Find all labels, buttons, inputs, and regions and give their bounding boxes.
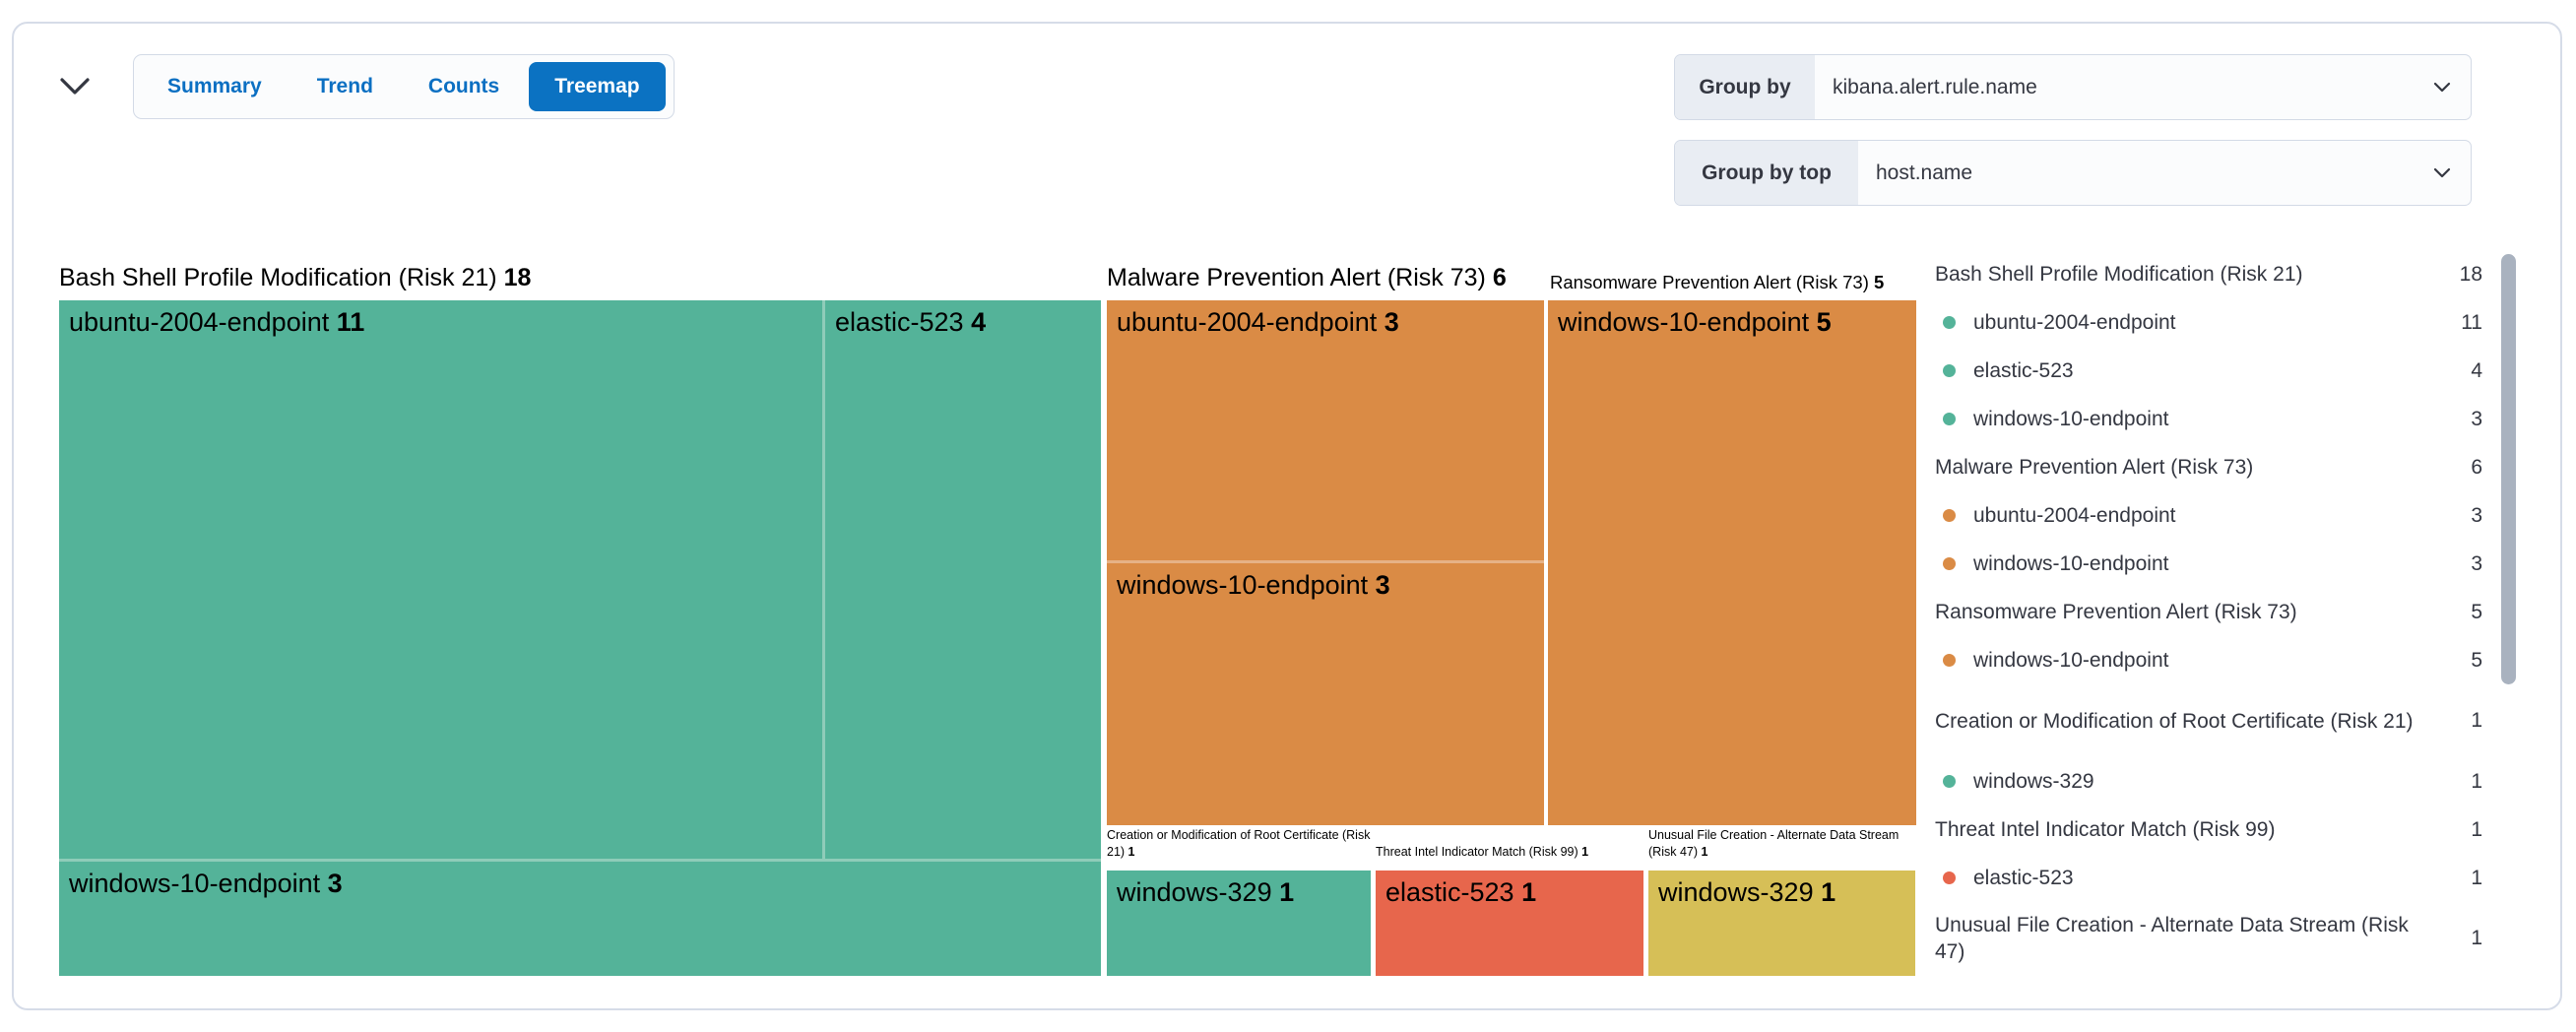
- legend-label: ubuntu-2004-endpoint: [1973, 504, 2176, 527]
- group-by-top-prepend-label: Group by top: [1675, 141, 1858, 205]
- legend-group-row[interactable]: Threat Intel Indicator Match (Risk 99) 1: [1933, 806, 2482, 854]
- treemap-group: windows-329 1: [1648, 871, 1915, 976]
- group-by-top-value: host.name: [1876, 161, 1973, 184]
- treemap-group-title: Malware Prevention Alert (Risk 73) 6: [1107, 264, 1507, 291]
- legend-item-row[interactable]: elastic-523 4: [1933, 347, 2482, 395]
- legend-value: 6: [2471, 455, 2482, 479]
- treemap-cell-label: windows-10-endpoint 3: [1117, 570, 1390, 600]
- legend-value: 18: [2459, 262, 2482, 286]
- legend-label: Creation or Modification of Root Certifi…: [1935, 709, 2414, 733]
- collapse-button[interactable]: [49, 63, 100, 110]
- legend-color-dot-icon: [1943, 316, 1956, 329]
- treemap-group: ubuntu-2004-endpoint 3 windows-10-endpoin…: [1107, 300, 1544, 825]
- legend-label: windows-10-endpoint: [1973, 408, 2169, 430]
- legend-item-row[interactable]: ubuntu-2004-endpoint 11: [1933, 298, 2482, 347]
- chevron-down-icon: [2433, 55, 2471, 119]
- treemap-group: elastic-523 1: [1376, 871, 1643, 976]
- group-by-top-select[interactable]: Group by top host.name: [1674, 140, 2472, 206]
- treemap-group: windows-329 1: [1107, 871, 1371, 976]
- group-by-prepend-label: Group by: [1675, 55, 1815, 119]
- legend-label: windows-10-endpoint: [1973, 649, 2169, 672]
- legend-group-row[interactable]: Creation or Modification of Root Certifi…: [1933, 684, 2482, 757]
- legend-label: Malware Prevention Alert (Risk 73): [1935, 456, 2254, 479]
- legend-label: windows-329: [1973, 770, 2094, 793]
- treemap-group-title: Threat Intel Indicator Match (Risk 99) 1: [1376, 845, 1589, 859]
- legend-value: 1: [2471, 866, 2482, 889]
- treemap-cell[interactable]: elastic-523 4: [825, 300, 1101, 859]
- group-by-value: kibana.alert.rule.name: [1833, 75, 2037, 98]
- legend-label: Ransomware Prevention Alert (Risk 73): [1935, 601, 2297, 623]
- legend-label: Unusual File Creation - Alternate Data S…: [1935, 914, 2409, 963]
- legend-group-row[interactable]: Ransomware Prevention Alert (Risk 73) 5: [1933, 588, 2482, 636]
- legend-label: ubuntu-2004-endpoint: [1973, 311, 2176, 334]
- legend-color-dot-icon: [1943, 871, 1956, 884]
- group-by-select[interactable]: Group by kibana.alert.rule.name: [1674, 54, 2472, 120]
- treemap-cell-label: elastic-523 4: [835, 307, 987, 337]
- view-tabs: Summary Trend Counts Treemap: [133, 54, 675, 119]
- legend-color-dot-icon: [1943, 557, 1956, 570]
- legend-value: 5: [2471, 600, 2482, 623]
- legend-color-dot-icon: [1943, 509, 1956, 522]
- treemap-group-title: Unusual File Creation - Alternate Data S…: [1648, 828, 1900, 859]
- treemap-group: windows-10-endpoint 5: [1548, 300, 1916, 825]
- legend-label: elastic-523: [1973, 359, 2074, 382]
- treemap-cell[interactable]: ubuntu-2004-endpoint 3: [1107, 300, 1544, 560]
- legend-color-dot-icon: [1943, 654, 1956, 667]
- legend-group-row[interactable]: Unusual File Creation - Alternate Data S…: [1933, 902, 2482, 975]
- treemap-cell[interactable]: windows-10-endpoint 3: [1107, 563, 1544, 825]
- legend-value: 1: [2471, 709, 2482, 732]
- tab-summary[interactable]: Summary: [142, 62, 288, 111]
- legend-item-row[interactable]: windows-329 1: [1933, 757, 2482, 806]
- legend-item-row[interactable]: windows-10-endpoint 5: [1933, 636, 2482, 684]
- legend-value: 1: [2471, 927, 2482, 949]
- treemap-cell[interactable]: windows-329 1: [1107, 871, 1371, 976]
- treemap-cell-label: windows-329 1: [1658, 877, 1836, 907]
- legend-item-row[interactable]: elastic-523 1: [1933, 854, 2482, 902]
- treemap-group-title: Bash Shell Profile Modification (Risk 21…: [59, 264, 532, 291]
- treemap-cell-label: ubuntu-2004-endpoint 3: [1117, 307, 1399, 337]
- treemap-cell-label: elastic-523 1: [1385, 877, 1537, 907]
- tab-treemap[interactable]: Treemap: [529, 62, 666, 111]
- treemap-cell[interactable]: ubuntu-2004-endpoint 11: [59, 300, 822, 859]
- legend-value: 1: [2471, 769, 2482, 793]
- treemap-cell-label: ubuntu-2004-endpoint 11: [69, 307, 365, 337]
- legend-color-dot-icon: [1943, 364, 1956, 377]
- treemap-cell-label: windows-10-endpoint 3: [69, 869, 343, 898]
- treemap-group: ubuntu-2004-endpoint 11 elastic-523 4 wind…: [59, 300, 1101, 976]
- legend-value: 3: [2471, 407, 2482, 430]
- treemap-group-title: Creation or Modification of Root Certifi…: [1107, 828, 1371, 859]
- tab-counts[interactable]: Counts: [403, 62, 525, 111]
- treemap-cell-label: windows-10-endpoint 5: [1558, 307, 1832, 337]
- legend-group-row[interactable]: Malware Prevention Alert (Risk 73) 6: [1933, 443, 2482, 491]
- legend-label: Threat Intel Indicator Match (Risk 99): [1935, 818, 2276, 841]
- legend-value: 1: [2471, 817, 2482, 841]
- legend-group-row[interactable]: Bash Shell Profile Modification (Risk 21…: [1933, 250, 2482, 298]
- legend-value: 4: [2471, 358, 2482, 382]
- treemap-legend: Bash Shell Profile Modification (Risk 21…: [1933, 250, 2482, 975]
- legend-color-dot-icon: [1943, 775, 1956, 788]
- legend-value: 5: [2471, 648, 2482, 672]
- legend-value: 11: [2461, 310, 2482, 334]
- legend-item-row[interactable]: windows-10-endpoint 3: [1933, 395, 2482, 443]
- legend-label: windows-10-endpoint: [1973, 552, 2169, 575]
- legend-item-row[interactable]: ubuntu-2004-endpoint 3: [1933, 491, 2482, 540]
- legend-label: Bash Shell Profile Modification (Risk 21…: [1935, 263, 2303, 286]
- treemap-cell[interactable]: windows-10-endpoint 5: [1548, 300, 1916, 825]
- tab-trend[interactable]: Trend: [291, 62, 399, 111]
- legend-scrollbar-thumb[interactable]: [2501, 254, 2516, 684]
- treemap-cell[interactable]: windows-329 1: [1648, 871, 1915, 976]
- treemap-group-title: Ransomware Prevention Alert (Risk 73) 5: [1550, 272, 1885, 292]
- legend-value: 3: [2471, 551, 2482, 575]
- treemap-cell[interactable]: windows-10-endpoint 3: [59, 862, 1101, 976]
- alerts-panel: Summary Trend Counts Treemap Group by kiban…: [12, 22, 2562, 1010]
- chevron-down-icon: [2433, 141, 2471, 205]
- treemap-cell-label: windows-329 1: [1117, 877, 1295, 907]
- chevron-down-icon: [60, 78, 90, 95]
- treemap-cell[interactable]: elastic-523 1: [1376, 871, 1643, 976]
- legend-color-dot-icon: [1943, 413, 1956, 425]
- legend-item-row[interactable]: windows-10-endpoint 3: [1933, 540, 2482, 588]
- legend-label: elastic-523: [1973, 867, 2074, 889]
- legend-value: 3: [2471, 503, 2482, 527]
